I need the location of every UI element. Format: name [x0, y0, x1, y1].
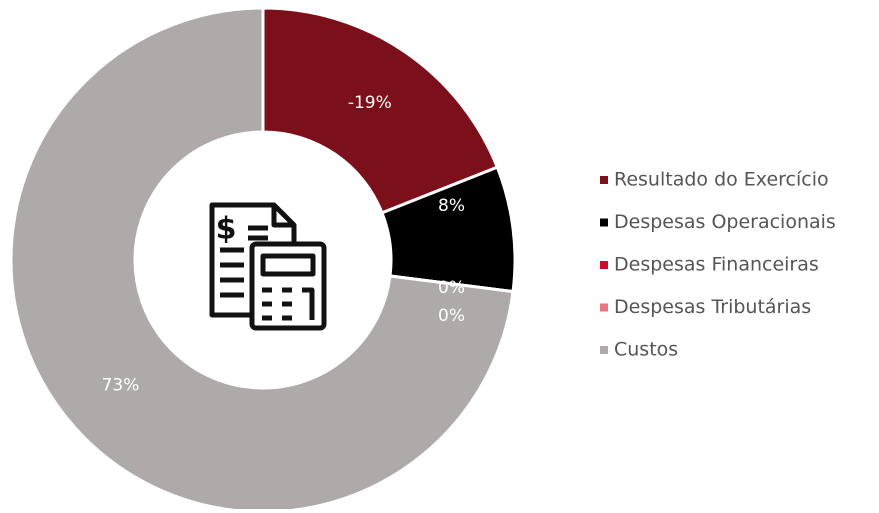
- data-label: 8%: [438, 196, 465, 216]
- legend-swatch: [600, 346, 608, 354]
- data-label: 73%: [102, 376, 140, 396]
- legend-label: Despesas Tributárias: [614, 296, 811, 318]
- legend-label: Despesas Financeiras: [614, 254, 819, 276]
- legend-label: Resultado do Exercício: [614, 169, 829, 191]
- slices: [9, 6, 517, 513]
- data-label: 0%: [438, 278, 465, 298]
- legend-label: Despesas Operacionais: [614, 211, 836, 233]
- data-label: -19%: [348, 93, 392, 113]
- legend-swatch: [600, 261, 608, 269]
- data-label: 0%: [438, 306, 465, 326]
- legend-swatch: [600, 176, 608, 184]
- legend-swatch: [600, 218, 608, 227]
- center-icon: $: [209, 202, 327, 331]
- icon-dollar: $: [216, 212, 237, 247]
- legend-label: Custos: [614, 339, 678, 361]
- legend-swatch: [600, 303, 608, 312]
- slice: [261, 6, 500, 215]
